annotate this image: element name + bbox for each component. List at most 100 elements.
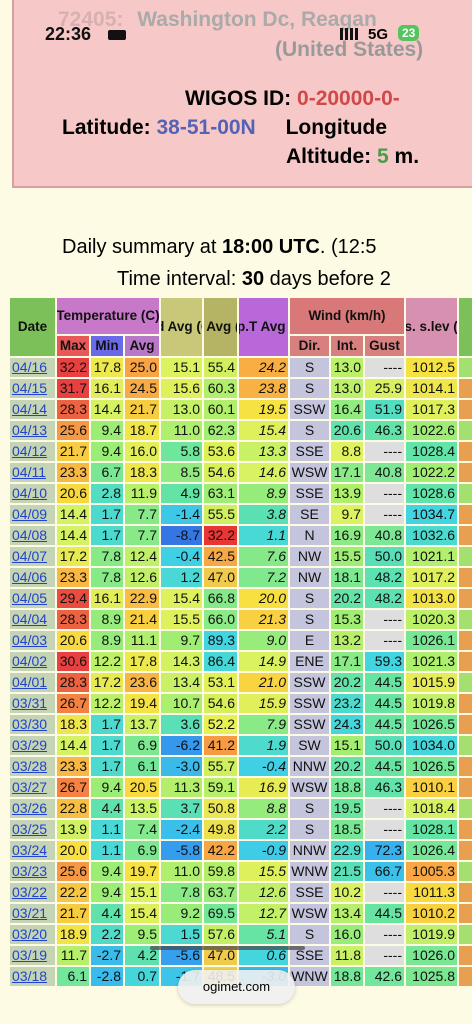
cell (458, 462, 472, 483)
cell: 17.8 (90, 357, 124, 378)
date-link[interactable]: 04/13 (9, 420, 56, 441)
cell: 9.4 (90, 777, 124, 798)
cell: WSW (289, 903, 330, 924)
cell: 49.8 (203, 819, 238, 840)
date-link[interactable]: 03/21 (9, 903, 56, 924)
cell: 6.1 (124, 756, 160, 777)
cell: 22.9 (124, 588, 160, 609)
cell: 16.1 (90, 378, 124, 399)
date-link[interactable]: 03/23 (9, 861, 56, 882)
cell: -3.0 (160, 756, 203, 777)
date-link[interactable]: 04/09 (9, 504, 56, 525)
cell: 1020.3 (405, 609, 458, 630)
cell: 15.4 (160, 588, 203, 609)
cell: 12.2 (90, 651, 124, 672)
cell: 25.9 (364, 378, 405, 399)
cell: 18.5 (330, 819, 364, 840)
cell: 1013.0 (405, 588, 458, 609)
summary-line2: Time interval: 30 days before 2 (117, 268, 391, 291)
date-link[interactable]: 03/24 (9, 840, 56, 861)
cell: 14.4 (90, 399, 124, 420)
cell: 9.2 (160, 903, 203, 924)
cell: ---- (364, 357, 405, 378)
cell: 21.3 (238, 609, 289, 630)
cell: 25.0 (124, 357, 160, 378)
date-link[interactable]: 04/08 (9, 525, 56, 546)
date-link[interactable]: 04/14 (9, 399, 56, 420)
cell: 11.1 (124, 630, 160, 651)
cell: 12.7 (238, 903, 289, 924)
cell: 21.7 (56, 903, 90, 924)
date-link[interactable]: 03/25 (9, 819, 56, 840)
cell: 54.6 (203, 462, 238, 483)
cell: 9.7 (330, 504, 364, 525)
date-link[interactable]: 03/30 (9, 714, 56, 735)
date-link[interactable]: 03/18 (9, 966, 56, 987)
cell: 0.6 (238, 945, 289, 966)
cell (458, 504, 472, 525)
cell: 14.4 (56, 525, 90, 546)
cell: 6.9 (124, 840, 160, 861)
date-link[interactable]: 03/28 (9, 756, 56, 777)
date-link[interactable]: 03/27 (9, 777, 56, 798)
cell: ---- (364, 924, 405, 945)
cell: N (289, 525, 330, 546)
cell: 53.1 (203, 672, 238, 693)
cell: 1.7 (90, 714, 124, 735)
summary-line1: Daily summary at 18:00 UTC. (12:5 (62, 236, 377, 259)
cell: 23.3 (56, 567, 90, 588)
date-link[interactable]: 04/11 (9, 462, 56, 483)
cell (458, 840, 472, 861)
cell: ---- (364, 504, 405, 525)
date-link[interactable]: 04/12 (9, 441, 56, 462)
date-link[interactable]: 04/06 (9, 567, 56, 588)
cell: SSW (289, 672, 330, 693)
cell: 21.5 (330, 861, 364, 882)
date-link[interactable]: 03/20 (9, 924, 56, 945)
cell: 28.3 (56, 672, 90, 693)
cell (458, 693, 472, 714)
cell: S (289, 588, 330, 609)
wigos-value: 0-20000-0- (297, 87, 400, 110)
date-link[interactable]: 04/01 (9, 672, 56, 693)
date-link[interactable]: 04/03 (9, 630, 56, 651)
cell: 18.8 (330, 777, 364, 798)
date-link[interactable]: 04/02 (9, 651, 56, 672)
cell: 11.0 (160, 420, 203, 441)
date-link[interactable]: 03/19 (9, 945, 56, 966)
cell: 17.2 (56, 546, 90, 567)
cell (458, 441, 472, 462)
date-link[interactable]: 03/31 (9, 693, 56, 714)
date-link[interactable]: 04/05 (9, 588, 56, 609)
date-link[interactable]: 04/07 (9, 546, 56, 567)
date-link[interactable]: 04/16 (9, 357, 56, 378)
cell: 16.9 (330, 525, 364, 546)
date-link[interactable]: 04/04 (9, 609, 56, 630)
date-link[interactable]: 04/15 (9, 378, 56, 399)
cell: SSW (289, 399, 330, 420)
date-link[interactable]: 03/26 (9, 798, 56, 819)
cell: 20.2 (330, 672, 364, 693)
cell (458, 651, 472, 672)
cell: 32.2 (203, 525, 238, 546)
cell: 20.5 (124, 777, 160, 798)
cell: 17.8 (124, 651, 160, 672)
cell: 12.6 (238, 882, 289, 903)
country: (United States) (275, 38, 424, 61)
date-link[interactable]: 03/29 (9, 735, 56, 756)
cell: S (289, 819, 330, 840)
cell: S (289, 924, 330, 945)
date-link[interactable]: 03/22 (9, 882, 56, 903)
cell: 15.5 (330, 546, 364, 567)
network: 5G (368, 26, 389, 43)
cell: SSE (289, 882, 330, 903)
cell: 24.2 (238, 357, 289, 378)
cell (458, 357, 472, 378)
cell: 3.6 (160, 714, 203, 735)
cell: SSE (289, 483, 330, 504)
cell: -5.6 (160, 945, 203, 966)
bed-icon (108, 30, 126, 40)
date-link[interactable]: 04/10 (9, 483, 56, 504)
cell: 44.5 (364, 903, 405, 924)
header-cell: Dir. (289, 335, 330, 357)
